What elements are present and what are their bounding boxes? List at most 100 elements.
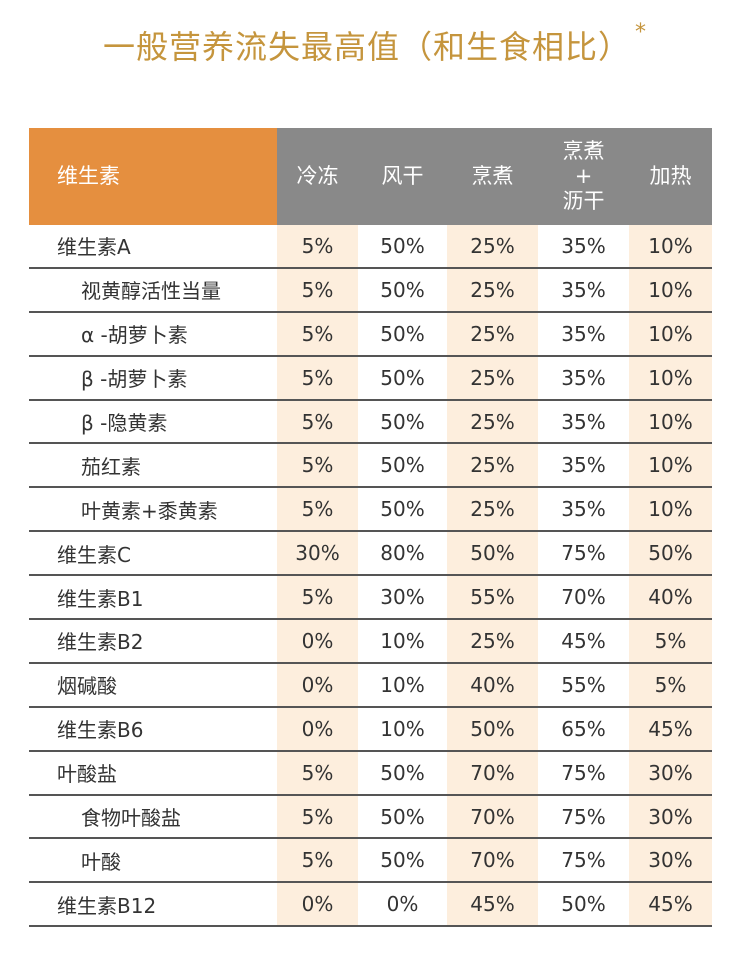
row-value-cell: 50% xyxy=(447,531,538,577)
row-value-cell: 5% xyxy=(277,399,358,445)
row-value-cell: 50% xyxy=(358,794,447,840)
row-value-cell: 75% xyxy=(538,531,629,577)
row-value-cell: 5% xyxy=(277,355,358,401)
row-value-cell: 5% xyxy=(277,443,358,489)
row-nutrient-name: β -隐黄素 xyxy=(29,399,277,445)
row-value-cell: 50% xyxy=(358,267,447,313)
row-value-cell: 50% xyxy=(629,531,712,577)
row-value-cell: 5% xyxy=(629,662,712,708)
table-row: 视黄醇活性当量 5% 50% 25% 35% 10% xyxy=(29,267,712,313)
row-value-cell: 10% xyxy=(629,487,712,533)
table-header: 维生素 冷冻 风干 烹煮 烹煮 + 沥干 加热 xyxy=(29,128,712,225)
row-value-cell: 5% xyxy=(277,267,358,313)
row-value-cell: 30% xyxy=(629,794,712,840)
row-value-cell: 65% xyxy=(538,706,629,752)
row-nutrient-name: 维生素A xyxy=(29,225,277,269)
row-value-cell: 50% xyxy=(358,311,447,357)
table-row: 食物叶酸盐 5% 50% 70% 75% 30% xyxy=(29,794,712,840)
header-row: 维生素 冷冻 风干 烹煮 烹煮 + 沥干 加热 xyxy=(29,128,712,225)
table-row: β -隐黄素 5% 50% 25% 35% 10% xyxy=(29,399,712,445)
header-cook: 烹煮 xyxy=(447,128,538,225)
row-value-cell: 40% xyxy=(447,662,538,708)
row-value-cell: 70% xyxy=(538,575,629,621)
row-nutrient-name: 烟碱酸 xyxy=(29,662,277,708)
row-value-cell: 30% xyxy=(629,750,712,796)
row-value-cell: 0% xyxy=(358,882,447,928)
row-value-cell: 45% xyxy=(629,882,712,928)
row-value-cell: 0% xyxy=(277,706,358,752)
row-value-cell: 50% xyxy=(358,750,447,796)
title-footnote-mark: * xyxy=(635,20,647,45)
row-value-cell: 35% xyxy=(538,311,629,357)
row-value-cell: 10% xyxy=(629,267,712,313)
row-value-cell: 25% xyxy=(447,399,538,445)
row-value-cell: 5% xyxy=(277,311,358,357)
table-row: 维生素C 30% 80% 50% 75% 50% xyxy=(29,531,712,577)
row-nutrient-name: 叶酸 xyxy=(29,838,277,884)
header-freeze: 冷冻 xyxy=(277,128,358,225)
row-value-cell: 45% xyxy=(629,706,712,752)
row-value-cell: 50% xyxy=(358,399,447,445)
row-value-cell: 75% xyxy=(538,838,629,884)
row-value-cell: 10% xyxy=(358,662,447,708)
page-title: 一般营养流失最高值（和生食相比） * xyxy=(0,20,750,68)
row-value-cell: 40% xyxy=(629,575,712,621)
table-row: 叶酸 5% 50% 70% 75% 30% xyxy=(29,838,712,884)
table-row: 茄红素 5% 50% 25% 35% 10% xyxy=(29,443,712,489)
row-value-cell: 5% xyxy=(277,794,358,840)
row-value-cell: 25% xyxy=(447,487,538,533)
table-body: 维生素A 5% 50% 25% 35% 10% 视黄醇活性当量 5% 50% 25% 35% 10% α… xyxy=(29,225,712,928)
row-nutrient-name: 叶酸盐 xyxy=(29,750,277,796)
row-value-cell: 5% xyxy=(629,619,712,664)
row-value-cell: 50% xyxy=(358,838,447,884)
row-value-cell: 35% xyxy=(538,443,629,489)
row-value-cell: 50% xyxy=(447,706,538,752)
row-value-cell: 75% xyxy=(538,794,629,840)
row-value-cell: 35% xyxy=(538,399,629,445)
table-row: 维生素B1 5% 30% 55% 70% 40% xyxy=(29,575,712,621)
row-nutrient-name: 茄红素 xyxy=(29,443,277,489)
table-row: β -胡萝卜素 5% 50% 25% 35% 10% xyxy=(29,355,712,401)
table-row: α -胡萝卜素 5% 50% 25% 35% 10% xyxy=(29,311,712,357)
table-row: 维生素B6 0% 10% 50% 65% 45% xyxy=(29,706,712,752)
header-cook-drain-plus: + xyxy=(574,163,593,188)
row-value-cell: 35% xyxy=(538,267,629,313)
row-value-cell: 50% xyxy=(358,443,447,489)
table-row: 叶黄素+黍黄素 5% 50% 25% 35% 10% xyxy=(29,487,712,533)
nutrient-loss-table: 维生素 冷冻 风干 烹煮 烹煮 + 沥干 加热 维生素A 5% 50% 25% 35% 1… xyxy=(29,128,712,928)
row-nutrient-name: 叶黄素+黍黄素 xyxy=(29,487,277,533)
row-value-cell: 35% xyxy=(538,355,629,401)
row-nutrient-name: 视黄醇活性当量 xyxy=(29,267,277,313)
table-row: 维生素B2 0% 10% 25% 45% 5% xyxy=(29,619,712,664)
row-value-cell: 25% xyxy=(447,619,538,664)
row-value-cell: 45% xyxy=(538,619,629,664)
row-value-cell: 35% xyxy=(538,225,629,269)
row-value-cell: 30% xyxy=(358,575,447,621)
row-value-cell: 10% xyxy=(629,355,712,401)
table-row: 叶酸盐 5% 50% 70% 75% 30% xyxy=(29,750,712,796)
row-nutrient-name: 维生素C xyxy=(29,531,277,577)
row-value-cell: 55% xyxy=(538,662,629,708)
header-cook-drain: 烹煮 + 沥干 xyxy=(538,128,629,225)
row-value-cell: 50% xyxy=(358,487,447,533)
row-value-cell: 5% xyxy=(277,750,358,796)
row-value-cell: 50% xyxy=(538,882,629,928)
header-cook-drain-bottom: 沥干 xyxy=(562,189,605,214)
row-value-cell: 30% xyxy=(277,531,358,577)
row-value-cell: 50% xyxy=(358,225,447,269)
row-value-cell: 0% xyxy=(277,882,358,928)
row-nutrient-name: α -胡萝卜素 xyxy=(29,311,277,357)
row-value-cell: 5% xyxy=(277,487,358,533)
row-value-cell: 10% xyxy=(358,706,447,752)
header-cook-drain-top: 烹煮 xyxy=(562,138,605,163)
row-value-cell: 70% xyxy=(447,750,538,796)
row-value-cell: 50% xyxy=(358,355,447,401)
row-value-cell: 45% xyxy=(447,882,538,928)
row-value-cell: 70% xyxy=(447,794,538,840)
row-value-cell: 25% xyxy=(447,311,538,357)
row-value-cell: 25% xyxy=(447,443,538,489)
table-row: 维生素A 5% 50% 25% 35% 10% xyxy=(29,225,712,269)
row-nutrient-name: 维生素B6 xyxy=(29,706,277,752)
row-value-cell: 25% xyxy=(447,267,538,313)
row-nutrient-name: β -胡萝卜素 xyxy=(29,355,277,401)
